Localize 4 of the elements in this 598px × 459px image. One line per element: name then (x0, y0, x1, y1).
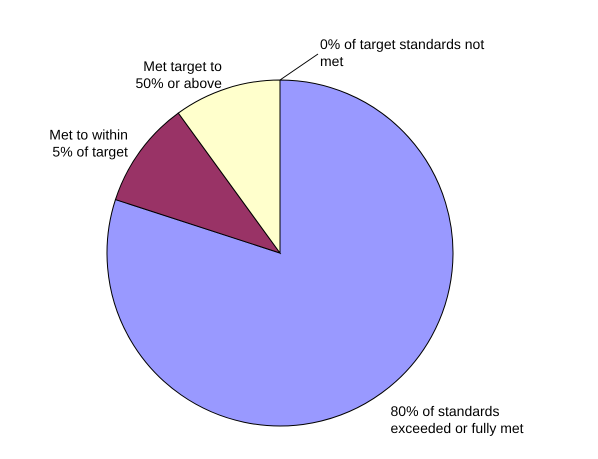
slice-label: 80% of standards exceeded or fully met (390, 403, 524, 436)
slice-label: Met to within 5% of target (49, 126, 128, 160)
slice-label: Met target to 50% or above (136, 58, 222, 92)
category-label: 0% of target standards not met (320, 36, 484, 69)
